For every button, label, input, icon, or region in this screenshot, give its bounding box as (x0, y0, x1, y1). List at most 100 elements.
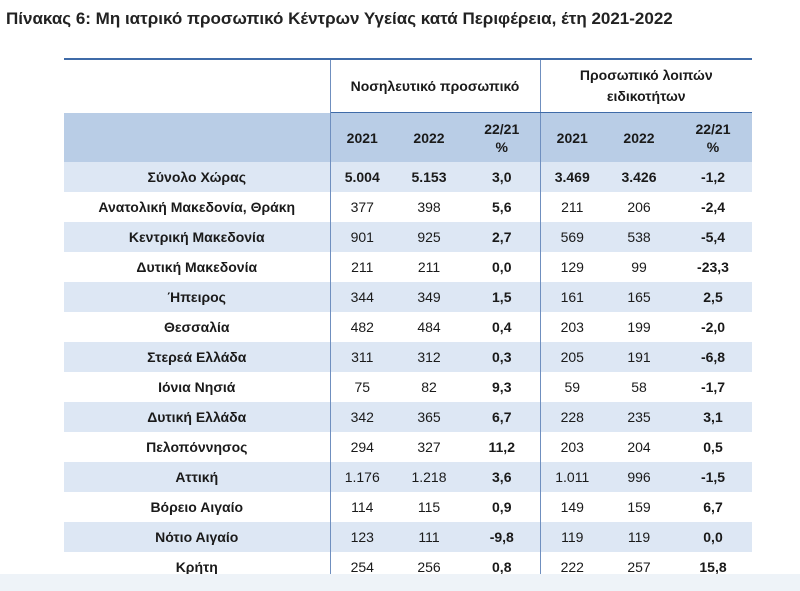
cell-o2021: 1.011 (540, 462, 604, 492)
cell-o2022: 206 (604, 192, 674, 222)
cell-nchg: 5,6 (464, 192, 541, 222)
column-header-row: 2021 2022 22/21 % 2021 2022 22/21 % (64, 112, 752, 162)
cell-o2022: 204 (604, 432, 674, 462)
col-other-2021: 2021 (540, 112, 604, 162)
cell-n2021: 342 (330, 402, 394, 432)
region-name: Βόρειο Αιγαίο (64, 492, 331, 522)
group-other-line1: Προσωπικό λοιπών (579, 67, 713, 83)
table-row: Θεσσαλία 482 484 0,4 203 199 -2,0 (64, 312, 752, 342)
region-name: Σύνολο Χώρας (64, 162, 331, 192)
region-name: Στερεά Ελλάδα (64, 342, 331, 372)
cell-n2021: 377 (330, 192, 394, 222)
cell-nchg: 3,0 (464, 162, 541, 192)
region-name: Αττική (64, 462, 331, 492)
col-other-change-line2: % (706, 138, 720, 155)
table-row: Αττική 1.176 1.218 3,6 1.011 996 -1,5 (64, 462, 752, 492)
col-nursing-2021: 2021 (330, 112, 394, 162)
cell-n2022: 398 (394, 192, 464, 222)
col-other-change-line1: 22/21 (695, 120, 731, 137)
cell-n2021: 123 (330, 522, 394, 552)
region-name: Ανατολική Μακεδονία, Θράκη (64, 192, 331, 222)
cell-n2021: 901 (330, 222, 394, 252)
cell-nchg: 3,6 (464, 462, 541, 492)
cell-n2021: 344 (330, 282, 394, 312)
cell-o2021: 205 (540, 342, 604, 372)
table-body: Σύνολο Χώρας 5.004 5.153 3,0 3.469 3.426 -1,2 Α… (64, 162, 752, 584)
cell-n2021: 5.004 (330, 162, 394, 192)
region-name: Κεντρική Μακεδονία (64, 222, 331, 252)
group-nursing: Νοσηλευτικό προσωπικό (330, 58, 541, 113)
cell-n2022: 82 (394, 372, 464, 402)
region-name: Ήπειρος (64, 282, 331, 312)
cell-nchg: 9,3 (464, 372, 541, 402)
cell-n2021: 211 (330, 252, 394, 282)
cell-nchg: 11,2 (464, 432, 541, 462)
cell-nchg: 0,0 (464, 252, 541, 282)
group-other-line2: ειδικοτήτων (606, 88, 686, 104)
cell-nchg: 1,5 (464, 282, 541, 312)
table-row: Ήπειρος 344 349 1,5 161 165 2,5 (64, 282, 752, 312)
cell-n2022: 484 (394, 312, 464, 342)
cell-ochg: 2,5 (674, 282, 752, 312)
cell-o2021: 129 (540, 252, 604, 282)
table-row: Δυτική Ελλάδα 342 365 6,7 228 235 3,1 (64, 402, 752, 432)
table-row: Στερεά Ελλάδα 311 312 0,3 205 191 -6,8 (64, 342, 752, 372)
col-nursing-change-line1: 22/21 (484, 120, 520, 137)
cell-n2022: 925 (394, 222, 464, 252)
cell-o2021: 161 (540, 282, 604, 312)
col-nursing-change-line2: % (495, 138, 508, 155)
cell-nchg: 0,9 (464, 492, 541, 522)
cell-ochg: -23,3 (674, 252, 752, 282)
cell-ochg: 3,1 (674, 402, 752, 432)
col-nursing-2022: 2022 (394, 112, 464, 162)
cell-n2021: 114 (330, 492, 394, 522)
group-header-row: Νοσηλευτικό προσωπικό Προσωπικό λοιπών ε… (64, 58, 752, 113)
cell-ochg: -1,2 (674, 162, 752, 192)
cell-o2022: 3.426 (604, 162, 674, 192)
cell-ochg: -1,7 (674, 372, 752, 402)
cell-n2022: 115 (394, 492, 464, 522)
cell-ochg: 0,5 (674, 432, 752, 462)
cell-n2021: 311 (330, 342, 394, 372)
table-row: Νότιο Αιγαίο 123 111 -9,8 119 119 0,0 (64, 522, 752, 552)
cell-n2022: 5.153 (394, 162, 464, 192)
staff-table: Νοσηλευτικό προσωπικό Προσωπικό λοιπών ε… (64, 58, 752, 584)
header-corner (64, 58, 331, 113)
cell-o2022: 165 (604, 282, 674, 312)
cell-o2022: 119 (604, 522, 674, 552)
cell-o2021: 149 (540, 492, 604, 522)
cell-nchg: -9,8 (464, 522, 541, 552)
cell-n2021: 75 (330, 372, 394, 402)
cell-nchg: 0,3 (464, 342, 541, 372)
table-row: Ιόνια Νησιά 75 82 9,3 59 58 -1,7 (64, 372, 752, 402)
cell-ochg: 0,0 (674, 522, 752, 552)
cell-o2022: 191 (604, 342, 674, 372)
cell-o2022: 99 (604, 252, 674, 282)
cell-ochg: -5,4 (674, 222, 752, 252)
region-name: Νότιο Αιγαίο (64, 522, 331, 552)
table-row: Κεντρική Μακεδονία 901 925 2,7 569 538 -5,4 (64, 222, 752, 252)
cell-o2021: 228 (540, 402, 604, 432)
cell-o2022: 159 (604, 492, 674, 522)
page-footer-band (0, 574, 800, 591)
cell-o2022: 538 (604, 222, 674, 252)
table-row: Πελοπόννησος 294 327 11,2 203 204 0,5 (64, 432, 752, 462)
cell-ochg: 6,7 (674, 492, 752, 522)
cell-nchg: 0,4 (464, 312, 541, 342)
header-blank (64, 112, 331, 162)
cell-n2021: 482 (330, 312, 394, 342)
cell-o2021: 569 (540, 222, 604, 252)
region-name: Δυτική Ελλάδα (64, 402, 331, 432)
col-nursing-change: 22/21 % (464, 112, 541, 162)
cell-n2022: 365 (394, 402, 464, 432)
cell-o2021: 211 (540, 192, 604, 222)
cell-o2022: 235 (604, 402, 674, 432)
cell-ochg: -6,8 (674, 342, 752, 372)
cell-o2022: 199 (604, 312, 674, 342)
cell-o2021: 203 (540, 312, 604, 342)
region-name: Πελοπόννησος (64, 432, 331, 462)
region-name: Ιόνια Νησιά (64, 372, 331, 402)
cell-n2022: 327 (394, 432, 464, 462)
cell-n2022: 211 (394, 252, 464, 282)
cell-n2022: 1.218 (394, 462, 464, 492)
